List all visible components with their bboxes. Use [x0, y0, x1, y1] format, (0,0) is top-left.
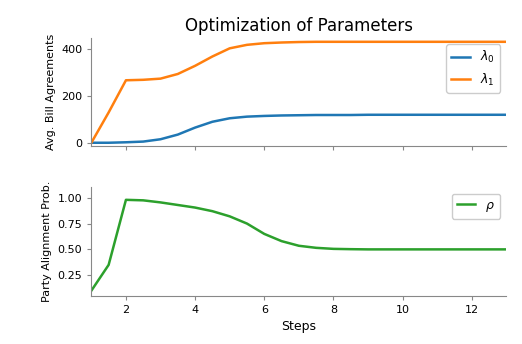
- $\lambda_1$: [261, 41, 267, 45]
- $\lambda_0$: [452, 113, 458, 117]
- $\rho$: [278, 239, 284, 243]
- $\lambda_0$: [157, 137, 163, 141]
- $\lambda_1$: [417, 40, 423, 44]
- $\lambda_0$: [434, 113, 440, 117]
- $\rho$: [261, 232, 267, 236]
- Legend: $\rho$: $\rho$: [452, 194, 500, 219]
- $\lambda_0$: [503, 113, 509, 117]
- $\lambda_1$: [503, 40, 509, 44]
- $\rho$: [469, 247, 475, 251]
- $\lambda_0$: [382, 113, 388, 117]
- Line: $\rho$: $\rho$: [91, 200, 506, 291]
- $\lambda_1$: [399, 40, 406, 44]
- $\lambda_0$: [209, 120, 216, 124]
- $\lambda_0$: [140, 140, 146, 144]
- $\rho$: [88, 289, 94, 293]
- $\rho$: [123, 198, 129, 202]
- $\rho$: [365, 247, 371, 251]
- $\lambda_1$: [295, 40, 302, 44]
- $\lambda_0$: [227, 116, 233, 120]
- $\lambda_1$: [175, 72, 181, 76]
- $\lambda_1$: [313, 40, 319, 44]
- Y-axis label: Avg. Bill Agreements: Avg. Bill Agreements: [45, 34, 56, 150]
- $\lambda_1$: [278, 41, 284, 45]
- $\lambda_1$: [365, 40, 371, 44]
- $\lambda_1$: [452, 40, 458, 44]
- $\rho$: [192, 205, 198, 209]
- Line: $\lambda_0$: $\lambda_0$: [91, 115, 506, 143]
- $\lambda_0$: [348, 113, 354, 117]
- $\lambda_1$: [88, 141, 94, 145]
- $\lambda_0$: [244, 115, 250, 119]
- $\rho$: [486, 247, 492, 251]
- $\lambda_1$: [192, 64, 198, 68]
- $\lambda_1$: [209, 54, 216, 58]
- $\lambda_0$: [486, 113, 492, 117]
- X-axis label: Steps: Steps: [281, 320, 316, 333]
- $\lambda_0$: [192, 126, 198, 130]
- $\lambda_0$: [469, 113, 475, 117]
- $\lambda_1$: [330, 40, 337, 44]
- $\lambda_0$: [313, 113, 319, 117]
- $\rho$: [227, 214, 233, 218]
- $\lambda_1$: [140, 78, 146, 82]
- Line: $\lambda_1$: $\lambda_1$: [91, 42, 506, 143]
- $\rho$: [295, 244, 302, 248]
- $\lambda_1$: [382, 40, 388, 44]
- $\rho$: [434, 247, 440, 251]
- $\lambda_1$: [434, 40, 440, 44]
- $\rho$: [399, 247, 406, 251]
- Legend: $\lambda_0$, $\lambda_1$: $\lambda_0$, $\lambda_1$: [446, 44, 500, 93]
- $\rho$: [348, 247, 354, 251]
- $\rho$: [503, 247, 509, 251]
- Y-axis label: Party Alignment Prob.: Party Alignment Prob.: [42, 181, 52, 302]
- $\lambda_0$: [330, 113, 337, 117]
- $\rho$: [209, 209, 216, 213]
- $\lambda_1$: [227, 46, 233, 50]
- $\rho$: [330, 247, 337, 251]
- $\rho$: [244, 222, 250, 226]
- $\lambda_1$: [157, 77, 163, 81]
- $\lambda_0$: [365, 113, 371, 117]
- $\lambda_0$: [175, 132, 181, 137]
- $\lambda_0$: [123, 140, 129, 144]
- $\lambda_1$: [469, 40, 475, 44]
- Title: Optimization of Parameters: Optimization of Parameters: [185, 17, 413, 35]
- $\rho$: [382, 247, 388, 251]
- $\lambda_0$: [417, 113, 423, 117]
- $\rho$: [175, 203, 181, 207]
- $\lambda_0$: [399, 113, 406, 117]
- $\lambda_0$: [295, 113, 302, 117]
- $\lambda_1$: [123, 78, 129, 82]
- $\lambda_0$: [105, 141, 112, 145]
- $\lambda_1$: [486, 40, 492, 44]
- $\lambda_1$: [244, 43, 250, 47]
- $\rho$: [417, 247, 423, 251]
- $\lambda_1$: [105, 110, 112, 115]
- $\lambda_0$: [278, 114, 284, 118]
- $\rho$: [140, 198, 146, 202]
- $\rho$: [452, 247, 458, 251]
- $\rho$: [157, 200, 163, 204]
- $\rho$: [105, 263, 112, 267]
- $\lambda_0$: [261, 114, 267, 118]
- $\rho$: [313, 246, 319, 250]
- $\lambda_0$: [88, 141, 94, 145]
- $\lambda_1$: [348, 40, 354, 44]
